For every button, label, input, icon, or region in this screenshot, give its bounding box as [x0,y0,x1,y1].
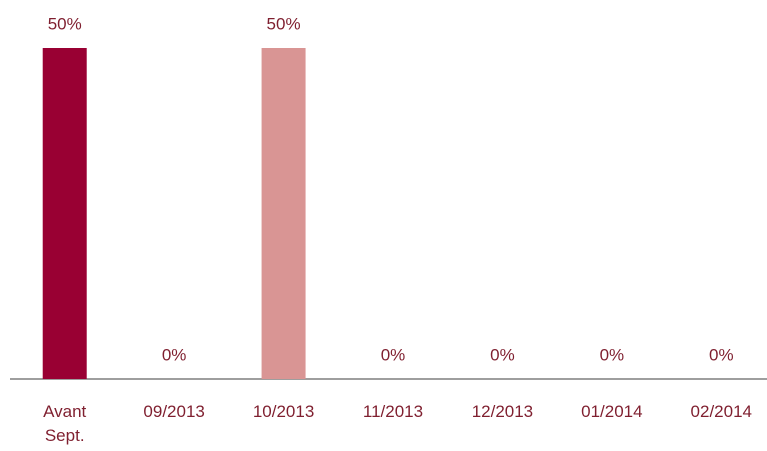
x-tick-label: 10/2013 [252,402,315,421]
x-tick-label: 09/2013 [143,402,205,421]
bar [42,48,87,379]
x-tick-label: 12/2013 [471,402,534,421]
value-label: 0% [490,345,515,364]
x-tick-label: Avant Sept. [43,402,87,445]
x-tick-label: 11/2013 [362,402,424,421]
value-label: 50% [48,14,82,33]
x-tick-label: 01/2014 [581,402,643,421]
x-tick-label: 02/2014 [690,402,752,421]
value-label: 50% [267,14,301,33]
value-label: 0% [162,345,187,364]
value-label: 0% [709,345,734,364]
value-label: 0% [600,345,625,364]
value-label: 0% [381,345,406,364]
bar [261,48,306,379]
